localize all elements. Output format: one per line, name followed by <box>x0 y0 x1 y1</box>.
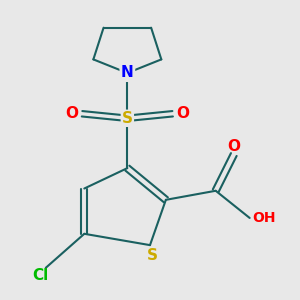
Text: O: O <box>227 139 240 154</box>
Text: O: O <box>176 106 189 121</box>
Text: OH: OH <box>252 211 276 225</box>
Text: O: O <box>66 106 79 121</box>
Text: S: S <box>147 248 158 262</box>
Text: S: S <box>122 111 133 126</box>
Text: N: N <box>121 65 134 80</box>
Text: Cl: Cl <box>32 268 49 284</box>
